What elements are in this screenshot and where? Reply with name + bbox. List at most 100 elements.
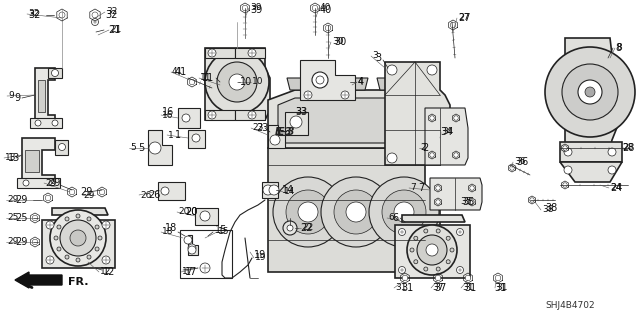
Text: 1: 1 xyxy=(175,130,181,140)
Text: 15: 15 xyxy=(218,227,230,236)
Text: 25: 25 xyxy=(15,213,28,223)
Polygon shape xyxy=(205,48,270,120)
Text: 39: 39 xyxy=(250,5,262,15)
Circle shape xyxy=(427,153,437,163)
Text: 23: 23 xyxy=(252,123,264,132)
Circle shape xyxy=(32,239,38,245)
Polygon shape xyxy=(268,148,440,272)
Circle shape xyxy=(495,275,500,281)
Circle shape xyxy=(76,214,80,218)
Text: 31: 31 xyxy=(496,284,508,293)
Circle shape xyxy=(450,248,454,252)
Circle shape xyxy=(287,225,293,231)
Text: 21: 21 xyxy=(110,26,122,34)
Text: 19: 19 xyxy=(254,250,266,260)
Circle shape xyxy=(451,22,456,28)
Text: 28: 28 xyxy=(622,144,634,152)
Circle shape xyxy=(341,91,349,99)
Circle shape xyxy=(95,247,99,251)
Circle shape xyxy=(430,116,434,120)
Text: 30: 30 xyxy=(332,38,344,47)
Text: 41: 41 xyxy=(175,67,188,77)
Polygon shape xyxy=(158,182,185,200)
Circle shape xyxy=(436,267,440,271)
Circle shape xyxy=(51,70,58,77)
Text: 17: 17 xyxy=(182,268,193,277)
Circle shape xyxy=(382,190,426,234)
Circle shape xyxy=(430,153,434,157)
Text: 29: 29 xyxy=(7,238,19,247)
Polygon shape xyxy=(178,108,200,128)
Text: 24: 24 xyxy=(610,183,622,193)
Circle shape xyxy=(346,202,366,222)
Bar xyxy=(180,230,232,278)
Circle shape xyxy=(578,80,602,104)
Circle shape xyxy=(87,217,91,221)
Polygon shape xyxy=(188,235,198,255)
Polygon shape xyxy=(278,98,415,143)
Circle shape xyxy=(46,221,54,229)
Circle shape xyxy=(563,183,567,187)
Polygon shape xyxy=(205,110,235,120)
Circle shape xyxy=(102,221,110,229)
Circle shape xyxy=(188,244,196,252)
Circle shape xyxy=(436,229,440,233)
Text: 17: 17 xyxy=(185,267,197,277)
Circle shape xyxy=(273,177,343,247)
Circle shape xyxy=(243,5,248,11)
Text: 14: 14 xyxy=(282,185,294,195)
Circle shape xyxy=(562,64,618,120)
Circle shape xyxy=(102,256,110,264)
Polygon shape xyxy=(148,130,172,165)
Text: 32: 32 xyxy=(106,8,117,17)
Circle shape xyxy=(387,153,397,163)
Text: 7: 7 xyxy=(418,183,424,193)
Circle shape xyxy=(417,235,447,265)
Circle shape xyxy=(394,202,414,222)
Circle shape xyxy=(208,111,216,119)
Text: 20: 20 xyxy=(185,207,197,217)
Circle shape xyxy=(54,236,58,240)
Circle shape xyxy=(23,180,29,186)
Text: 13: 13 xyxy=(5,153,17,162)
Text: 33: 33 xyxy=(295,107,307,117)
Polygon shape xyxy=(262,182,278,198)
Circle shape xyxy=(60,220,96,256)
Text: 38: 38 xyxy=(542,205,554,214)
Text: 16: 16 xyxy=(162,110,173,120)
Circle shape xyxy=(65,255,69,259)
Polygon shape xyxy=(22,138,55,185)
Circle shape xyxy=(530,198,534,202)
Circle shape xyxy=(200,211,210,221)
Polygon shape xyxy=(205,48,235,58)
Circle shape xyxy=(454,116,458,120)
Circle shape xyxy=(59,12,65,18)
Text: 31: 31 xyxy=(464,283,476,293)
Text: 40: 40 xyxy=(320,4,332,12)
Polygon shape xyxy=(425,108,468,165)
Text: E-3: E-3 xyxy=(275,127,292,137)
Circle shape xyxy=(435,275,441,281)
Text: 34: 34 xyxy=(440,127,452,137)
Circle shape xyxy=(426,244,438,256)
Text: 16: 16 xyxy=(162,107,174,117)
Circle shape xyxy=(188,246,196,254)
Circle shape xyxy=(270,135,280,145)
Polygon shape xyxy=(235,48,265,58)
Circle shape xyxy=(217,62,257,102)
Circle shape xyxy=(58,144,65,151)
Polygon shape xyxy=(30,118,62,128)
Text: 30: 30 xyxy=(334,37,346,47)
Circle shape xyxy=(564,166,572,174)
Text: 4: 4 xyxy=(358,77,364,87)
Circle shape xyxy=(403,275,408,281)
Circle shape xyxy=(424,229,428,233)
Text: 26: 26 xyxy=(148,190,161,200)
Polygon shape xyxy=(300,60,355,100)
Text: FR.: FR. xyxy=(68,277,88,287)
Polygon shape xyxy=(395,225,470,278)
Circle shape xyxy=(200,263,210,273)
Circle shape xyxy=(57,225,61,229)
Circle shape xyxy=(608,166,616,174)
Text: 19: 19 xyxy=(255,254,266,263)
